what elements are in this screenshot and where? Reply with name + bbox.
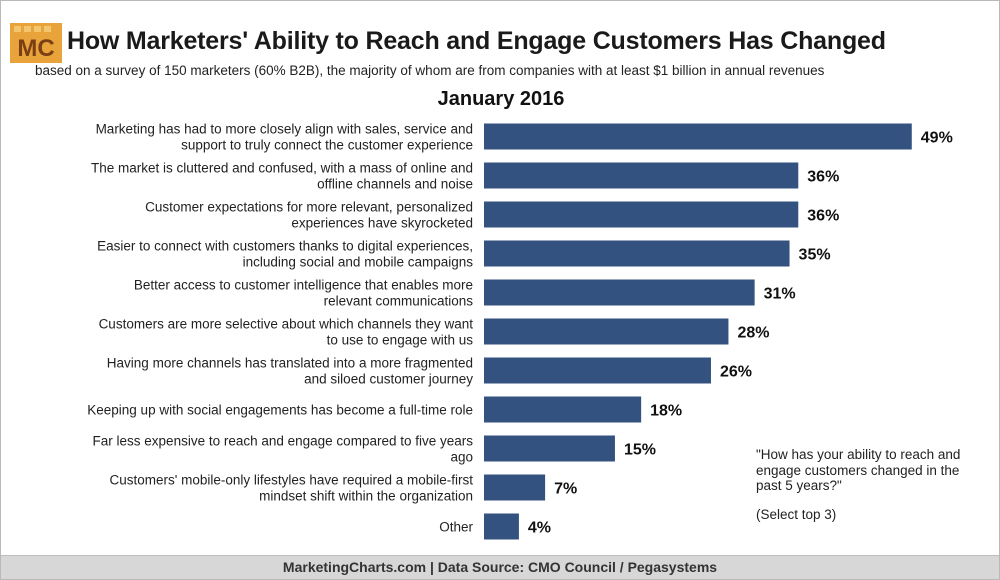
value-label: 26% xyxy=(720,364,752,381)
chart-subtitle: based on a survey of 150 marketers (60% … xyxy=(35,63,825,78)
chart-period: January 2016 xyxy=(437,88,565,110)
value-label: 18% xyxy=(650,403,682,420)
category-label: Far less expensive to reach and engage c… xyxy=(93,434,474,449)
bar xyxy=(484,279,755,306)
chart-title: How Marketers' Ability to Reach and Enga… xyxy=(67,27,886,55)
bar xyxy=(484,396,642,423)
value-label: 4% xyxy=(528,520,551,537)
value-label: 31% xyxy=(764,286,796,303)
bar xyxy=(484,513,519,540)
category-label: Other xyxy=(439,520,473,535)
bar xyxy=(484,162,799,189)
category-label: Marketing has had to more closely align … xyxy=(96,122,473,137)
category-label: Customers' mobile-only lifestyles have r… xyxy=(110,473,474,488)
logo-tile xyxy=(34,26,41,32)
bar-chart: 49% Marketing has had to more closely ali… xyxy=(87,122,953,540)
logo-text: MC xyxy=(17,35,54,62)
bar xyxy=(484,474,546,501)
category-label: Easier to connect with customers thanks … xyxy=(97,239,473,254)
value-label: 28% xyxy=(737,325,769,342)
bar xyxy=(484,201,799,228)
category-label: offline channels and noise xyxy=(317,177,473,192)
category-label: Customers are more selective about which… xyxy=(99,317,474,332)
logo-tile xyxy=(14,26,21,32)
logo-tile xyxy=(24,26,31,32)
bar xyxy=(484,123,912,150)
logo-tile xyxy=(44,26,51,32)
category-label: Customer expectations for more relevant,… xyxy=(145,200,473,215)
category-label: The market is cluttered and confused, wi… xyxy=(91,161,473,176)
survey-instruction: (Select top 3) xyxy=(756,506,837,522)
category-label: Better access to customer intelligence t… xyxy=(134,278,473,293)
value-label: 49% xyxy=(921,130,953,147)
marketingcharts-logo: MC xyxy=(10,23,62,63)
category-label: experiences have skyrocketed xyxy=(291,216,473,231)
value-label: 15% xyxy=(624,442,656,459)
value-label: 36% xyxy=(807,169,839,186)
value-label: 36% xyxy=(807,208,839,225)
bar xyxy=(484,435,615,462)
category-label: relevant communications xyxy=(324,294,474,309)
category-label: ago xyxy=(450,450,473,465)
bar xyxy=(484,357,711,384)
category-label: and siloed customer journey xyxy=(304,372,473,387)
category-label: to use to engage with us xyxy=(327,333,474,348)
category-label: Having more channels has translated into… xyxy=(107,356,473,371)
category-label: including social and mobile campaigns xyxy=(243,255,474,270)
category-label: support to truly connect the customer ex… xyxy=(181,138,473,153)
bar xyxy=(484,318,729,345)
survey-question: "How has your ability to reach and engag… xyxy=(756,447,961,493)
category-label: Keeping up with social engagements has b… xyxy=(87,403,473,418)
bar xyxy=(484,240,790,267)
survey-question-note: "How has your ability to reach and engag… xyxy=(756,447,981,522)
source-footer: MarketingCharts.com | Data Source: CMO C… xyxy=(1,555,999,579)
value-label: 7% xyxy=(554,481,577,498)
category-label: mindset shift within the organization xyxy=(259,489,473,504)
value-label: 35% xyxy=(799,247,831,264)
